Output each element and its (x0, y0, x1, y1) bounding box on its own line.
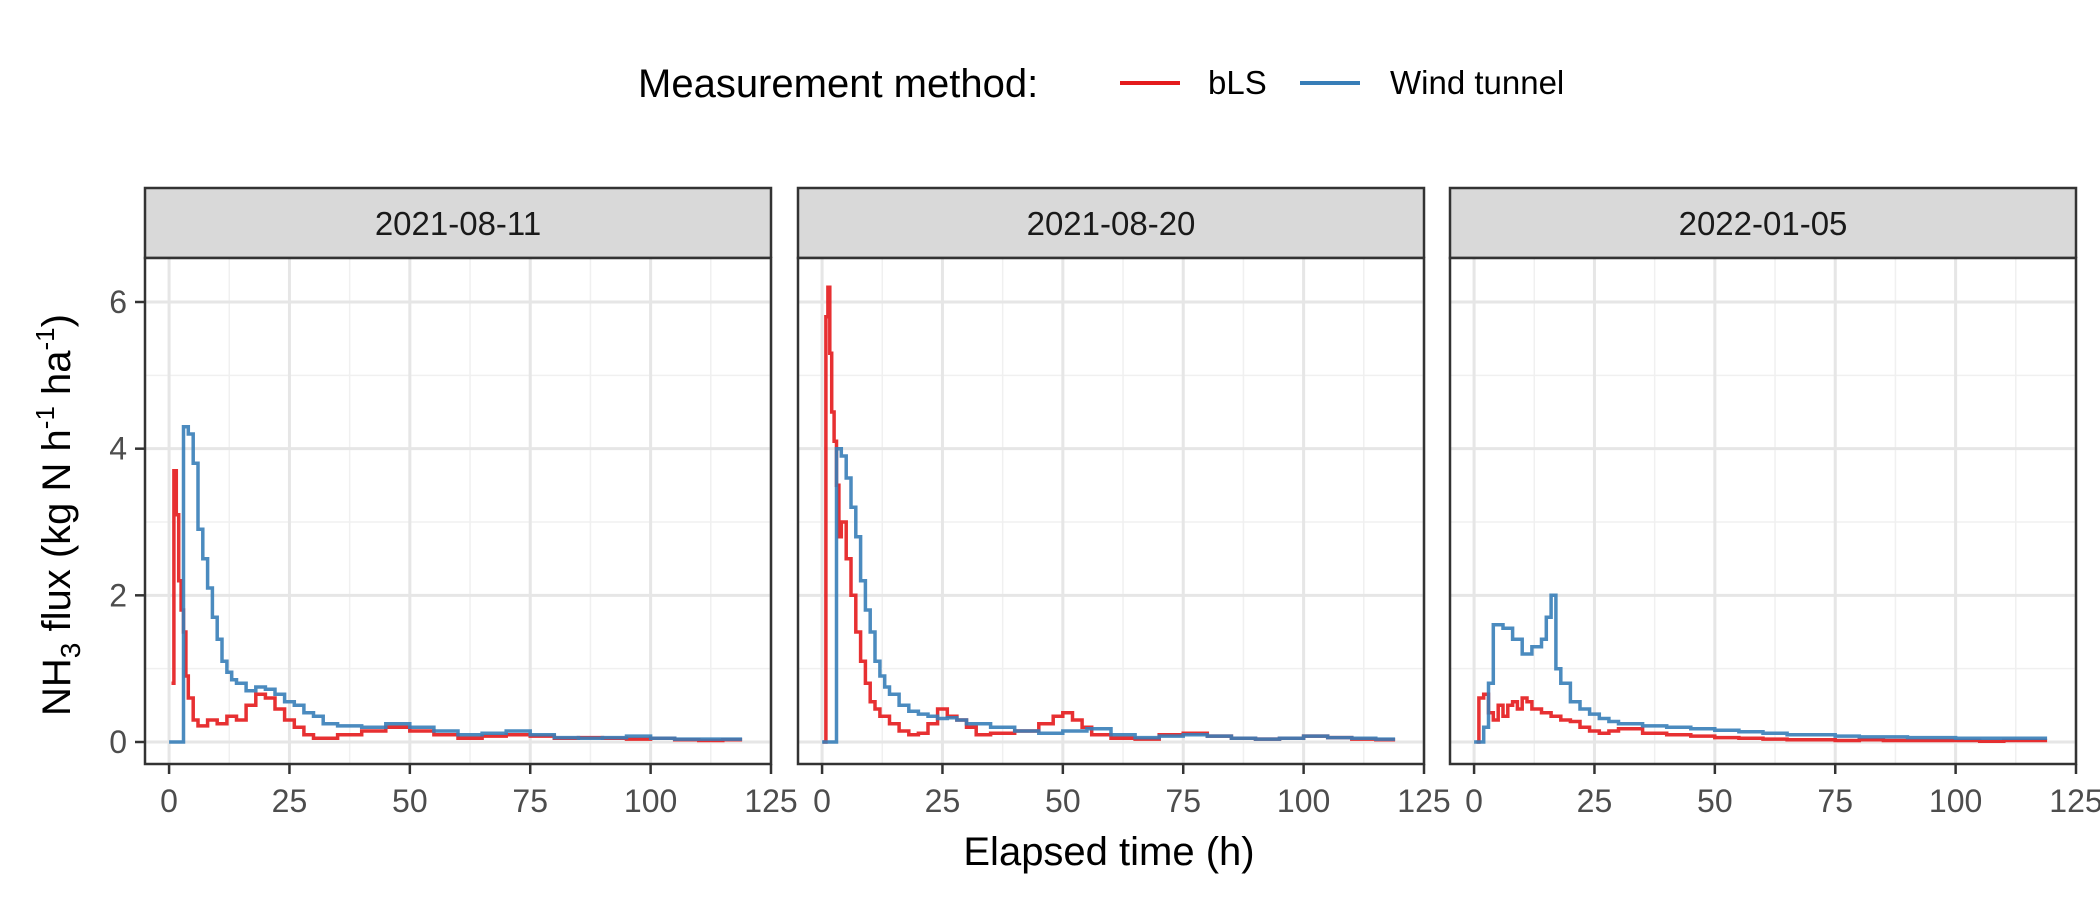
x-axis-title: Elapsed time (h) (963, 830, 1254, 874)
facet-strip (796, 186, 1426, 260)
x-tick-label: 100 (1277, 783, 1330, 819)
x-tick-label: 125 (2049, 783, 2100, 819)
y-title-flux-unit: flux (kg N h (35, 429, 79, 642)
y-title-nh: NH (35, 658, 79, 716)
y-title-sub-3: 3 (55, 643, 86, 659)
plot-area (1450, 258, 2076, 764)
x-tick-label: 50 (392, 783, 428, 819)
panels: 2021-08-11 0 25 50 75 100 125 0 2 4 6 2021-08-20 0 25… (109, 186, 2100, 819)
x-tick-label: 25 (272, 783, 308, 819)
y-title-sup-1: -1 (30, 406, 60, 429)
legend-label-bls: bLS (1208, 64, 1267, 101)
panel-border (143, 256, 773, 766)
y-tick-label: 0 (109, 724, 127, 760)
x-tick-label: 0 (813, 783, 831, 819)
x-tick-label: 100 (1929, 783, 1982, 819)
legend: Measurement method: bLS Wind tunnel (638, 62, 1564, 106)
series-line-wind-tunnel (822, 446, 1396, 744)
facet-strip (143, 186, 773, 260)
panel-border (1448, 256, 2078, 766)
x-tick-label: 0 (160, 783, 178, 819)
panel-2021-08-20: 2021-08-20 0 25 50 75 100 125 (796, 186, 1451, 819)
y-axis-title: NH3 flux (kg N h-1 ha-1) (30, 314, 86, 716)
y-tick-label: 2 (109, 577, 127, 613)
facet-label: 2021-08-20 (1027, 205, 1196, 242)
panel-2021-08-11: 2021-08-11 0 25 50 75 100 125 0 2 4 6 (109, 186, 798, 819)
facet-label: 2021-08-11 (375, 205, 541, 242)
panel-border (796, 256, 1426, 766)
series-line-wind-tunnel (169, 424, 743, 744)
facet-label: 2022-01-05 (1679, 205, 1848, 242)
x-tick-label: 75 (1165, 783, 1201, 819)
y-title-ha: ha (35, 350, 79, 406)
plot-area (145, 258, 771, 764)
legend-label-wind-tunnel: Wind tunnel (1390, 64, 1564, 101)
y-title-sup-2: -1 (30, 327, 60, 350)
x-tick-label: 25 (925, 783, 961, 819)
x-tick-label: 25 (1577, 783, 1613, 819)
x-tick-label: 0 (1465, 783, 1483, 819)
legend-title: Measurement method: (638, 62, 1038, 106)
facet-strip (1448, 186, 2078, 260)
y-tick-label: 4 (109, 431, 127, 467)
x-tick-label: 75 (512, 783, 548, 819)
x-tick-label: 125 (1397, 783, 1450, 819)
series-line-wind-tunnel (1474, 593, 2048, 744)
x-tick-label: 50 (1045, 783, 1081, 819)
x-tick-label: 125 (744, 783, 797, 819)
y-title-close: ) (35, 314, 79, 327)
x-tick-label: 75 (1817, 783, 1853, 819)
x-tick-label: 50 (1697, 783, 1733, 819)
y-tick-label: 6 (109, 284, 127, 320)
plot-area (798, 258, 1424, 764)
x-tick-label: 100 (624, 783, 677, 819)
series-line-bls (1476, 692, 2048, 744)
panel-2022-01-05: 2022-01-05 0 25 50 75 100 125 (1448, 186, 2100, 819)
